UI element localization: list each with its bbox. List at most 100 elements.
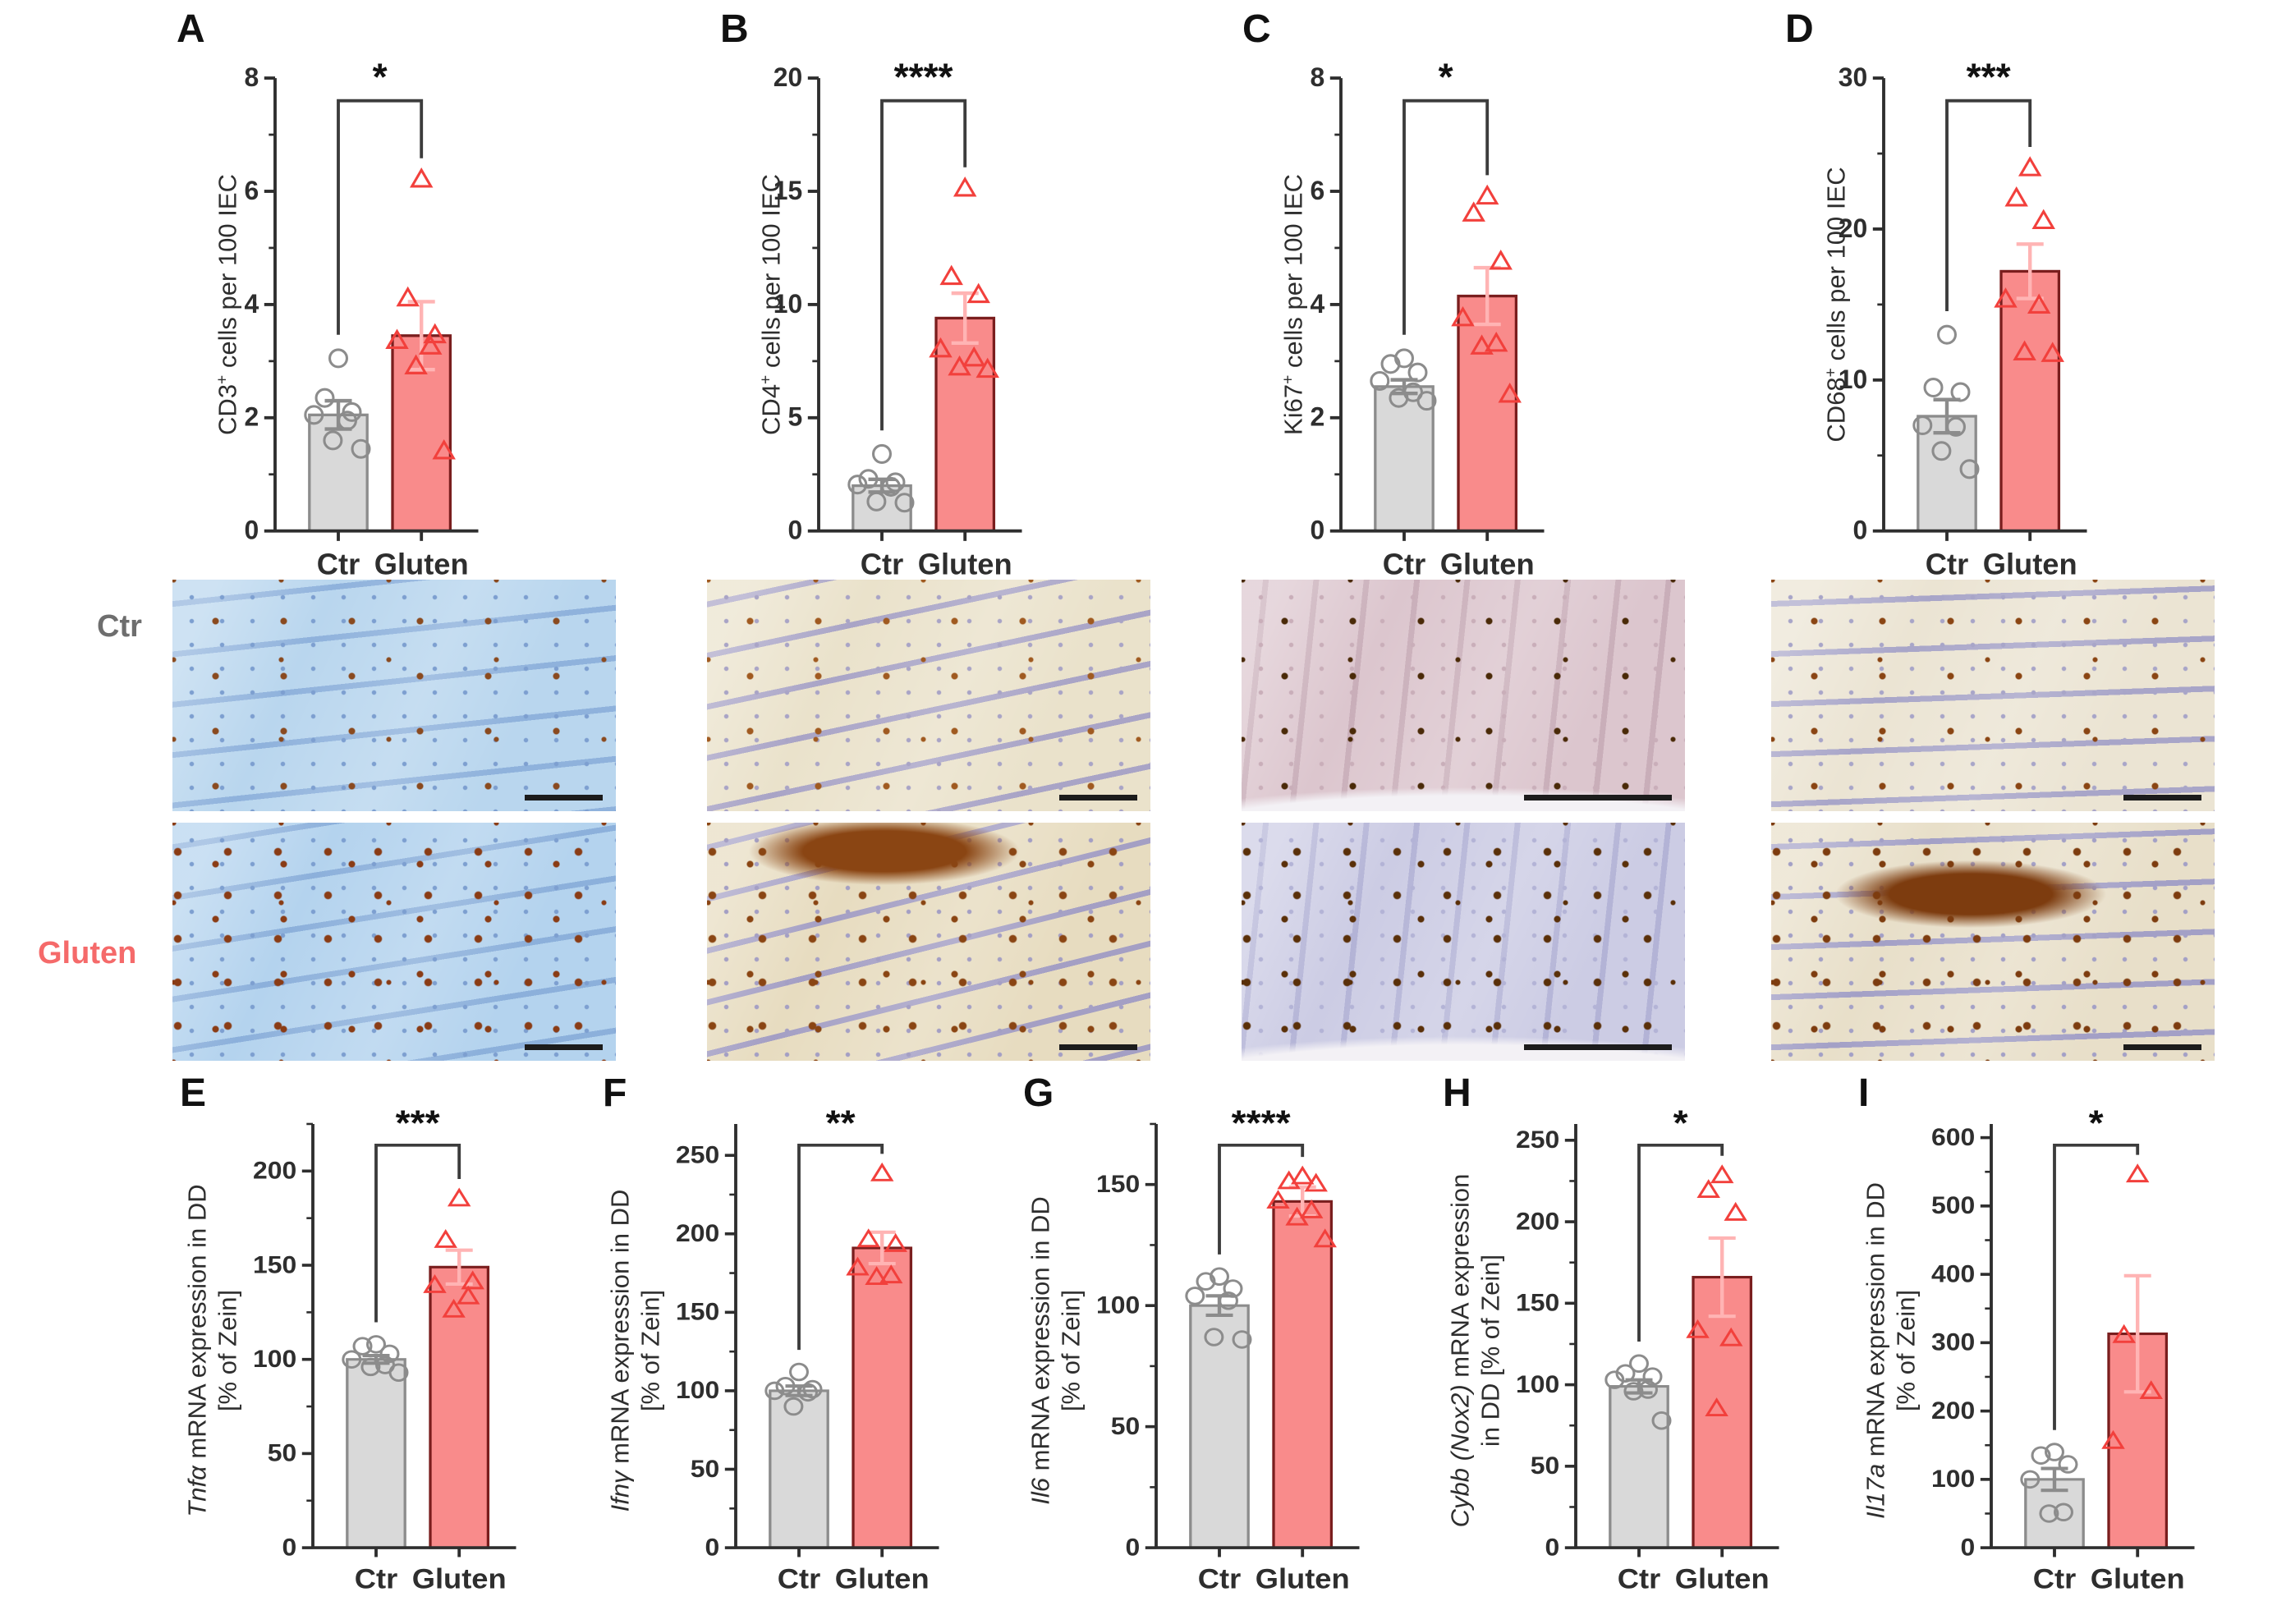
data-point-gluten — [976, 357, 999, 378]
panel-f: F Ifnγ mRNA expression in DD [% of Zein] … — [525, 1067, 985, 1607]
chart-plot: 0 50 100 150 Ctr Gluten **** — [1096, 1103, 1360, 1595]
data-point-gluten — [423, 323, 447, 344]
axes — [1329, 76, 1545, 541]
bar-ctr — [769, 1389, 829, 1549]
x-category-label: Gluten — [2091, 1564, 2185, 1595]
chart-a: 0 2 4 6 8 Ctr Gluten * — [244, 55, 479, 581]
y-tick-label: 0 — [787, 516, 802, 545]
y-tick-label: 300 — [1931, 1328, 1975, 1356]
data-point-ctr — [1615, 1364, 1636, 1383]
data-point-ctr — [789, 1362, 809, 1382]
y-tick-label: 30 — [1839, 62, 1867, 92]
panel-g: G Il6 mRNA expression in DD [% of Zein] 0… — [945, 1067, 1405, 1607]
data-point-gluten — [432, 438, 456, 460]
data-point-ctr — [858, 469, 879, 489]
data-point-gluten — [461, 1270, 484, 1290]
data-point-gluten — [884, 1232, 907, 1252]
y-tick-label: 10 — [1839, 365, 1867, 394]
data-point-ctr — [2045, 1443, 2064, 1461]
panel-b: B CD4+ cells per 100 IEC 0 5 10 15 20 Ctr Glut… — [626, 0, 1086, 581]
data-point-gluten — [1290, 1165, 1315, 1185]
chart-c: 0 2 4 6 8 Ctr Gluten * — [1310, 55, 1545, 581]
significance-stars: * — [373, 55, 388, 98]
data-point-ctr — [798, 1383, 818, 1402]
histology-cd3-ctr — [172, 580, 616, 811]
y-tick-label: 0 — [1545, 1533, 1559, 1561]
chart-plot: 0 100 200 300 400 500 600 Ctr Gluten * — [1931, 1103, 2195, 1595]
data-point-gluten — [456, 1285, 480, 1305]
data-point-gluten — [2031, 209, 2055, 230]
scale-bar — [1524, 795, 1672, 801]
data-point-ctr — [2058, 1455, 2078, 1474]
chart-plot: 0 5 10 15 20 Ctr Gluten **** — [774, 55, 1022, 581]
y-tick-label: 15 — [774, 176, 802, 205]
x-category-label: Ctr — [778, 1564, 821, 1595]
data-point-ctr — [1959, 459, 1980, 479]
x-category-label: Gluten — [374, 548, 469, 581]
data-point-ctr — [881, 476, 901, 497]
y-tick-label: 600 — [1931, 1123, 1975, 1151]
bar-gluten — [934, 316, 996, 533]
x-category-label: Ctr — [1383, 548, 1425, 581]
significance-stars: *** — [396, 1103, 441, 1143]
x-category-label: Ctr — [317, 548, 360, 581]
y-tick-label: 8 — [1310, 62, 1324, 92]
data-point-gluten — [1705, 1397, 1728, 1417]
histology-cd4-gluten — [707, 823, 1150, 1061]
data-point-ctr — [352, 1337, 373, 1356]
data-point-ctr — [1638, 1380, 1658, 1399]
scale-bar — [525, 1044, 603, 1050]
y-tick-label: 5 — [787, 402, 802, 432]
y-tick-label: 100 — [676, 1376, 719, 1404]
data-point-gluten — [396, 286, 420, 307]
data-point-gluten — [2018, 156, 2042, 177]
x-category-label: Ctr — [1198, 1564, 1242, 1595]
data-point-gluten — [2041, 342, 2064, 362]
panel-letter-h: H — [1443, 1071, 1471, 1115]
y-tick-label: 6 — [244, 176, 259, 205]
panel-letter-f: F — [603, 1071, 627, 1115]
panel-letter-i: I — [1858, 1071, 1870, 1115]
scale-bar — [1524, 1044, 1672, 1050]
panel-letter-b: B — [720, 7, 749, 51]
data-point-gluten — [2027, 293, 2051, 314]
data-point-ctr — [1623, 1382, 1644, 1401]
significance-stars: **** — [1232, 1103, 1291, 1143]
y-tick-label: 2 — [1310, 402, 1324, 432]
bar-ctr — [1917, 415, 1977, 533]
y-tick-label: 0 — [705, 1533, 719, 1561]
y-axis-label-g: Il6 mRNA expression in DD [% of Zein] — [1026, 1196, 1085, 1505]
data-point-ctr — [2020, 1470, 2041, 1489]
data-point-ctr — [1204, 1328, 1224, 1346]
y-tick-label: 10 — [774, 289, 802, 319]
y-tick-label: 0 — [1125, 1533, 1140, 1561]
data-point-ctr — [2031, 1446, 2051, 1465]
chart-plot: 0 2 4 6 8 Ctr Gluten * — [1310, 55, 1545, 581]
chart-f: 0 50 100 150 200 250 Ctr Gluten ** — [676, 1103, 939, 1595]
histology-cd4-ctr — [707, 580, 1150, 811]
data-point-ctr — [337, 411, 357, 431]
data-point-gluten — [1484, 331, 1508, 352]
data-point-ctr — [1651, 1411, 1672, 1430]
y-tick-label: 50 — [268, 1439, 296, 1467]
y-tick-label: 20 — [1839, 213, 1867, 243]
data-point-ctr — [872, 443, 892, 464]
histology-cd3-gluten — [172, 823, 616, 1061]
panel-letter-d: D — [1785, 7, 1814, 51]
data-point-ctr — [775, 1376, 796, 1396]
y-tick-label: 50 — [1531, 1452, 1559, 1479]
data-point-gluten — [2013, 340, 2036, 361]
x-category-label: Ctr — [355, 1564, 398, 1595]
bar-gluten — [852, 1246, 913, 1549]
error-bar — [1708, 1236, 1736, 1319]
panel-c: C Ki67+ cells per 100 IEC 0 2 4 6 8 Ctr Gluten… — [1148, 0, 1608, 581]
significance-bracket — [1402, 99, 1490, 335]
data-point-ctr — [783, 1397, 804, 1416]
axes — [1872, 76, 2087, 541]
data-point-gluten — [879, 1264, 903, 1284]
panel-a: A CD3+ cells per 100 IEC 0 2 4 6 8 Ctr Gluten * — [82, 0, 542, 581]
data-point-gluten — [1710, 1164, 1734, 1184]
y-tick-label: 250 — [1516, 1126, 1559, 1154]
data-point-ctr — [885, 472, 906, 493]
data-point-gluten — [2112, 1324, 2136, 1343]
